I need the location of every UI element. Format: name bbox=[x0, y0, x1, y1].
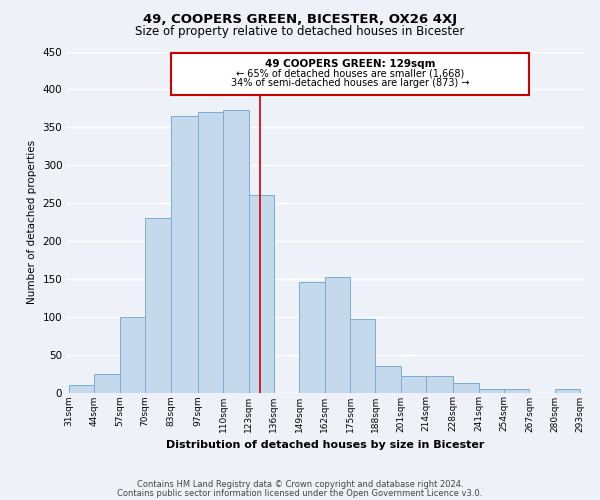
FancyBboxPatch shape bbox=[170, 53, 529, 96]
Bar bbox=[350, 319, 376, 392]
Y-axis label: Number of detached properties: Number of detached properties bbox=[27, 140, 37, 304]
Bar bbox=[299, 282, 325, 393]
Bar bbox=[401, 376, 426, 392]
Bar bbox=[479, 388, 504, 392]
Text: 34% of semi-detached houses are larger (873) →: 34% of semi-detached houses are larger (… bbox=[231, 78, 469, 88]
Text: 49, COOPERS GREEN, BICESTER, OX26 4XJ: 49, COOPERS GREEN, BICESTER, OX26 4XJ bbox=[143, 12, 457, 26]
Text: ← 65% of detached houses are smaller (1,668): ← 65% of detached houses are smaller (1,… bbox=[236, 69, 464, 79]
Bar bbox=[223, 110, 248, 393]
Bar bbox=[325, 276, 350, 392]
Bar bbox=[94, 374, 120, 392]
Text: Size of property relative to detached houses in Bicester: Size of property relative to detached ho… bbox=[136, 25, 464, 38]
Text: 49 COOPERS GREEN: 129sqm: 49 COOPERS GREEN: 129sqm bbox=[265, 59, 435, 69]
Bar bbox=[145, 218, 170, 392]
Bar bbox=[248, 196, 274, 392]
Bar bbox=[555, 390, 580, 392]
Bar bbox=[69, 385, 94, 392]
Bar bbox=[504, 388, 529, 392]
Bar bbox=[454, 384, 479, 392]
Bar bbox=[170, 116, 198, 392]
Text: Contains public sector information licensed under the Open Government Licence v3: Contains public sector information licen… bbox=[118, 488, 482, 498]
Bar bbox=[120, 316, 145, 392]
Bar bbox=[376, 366, 401, 392]
X-axis label: Distribution of detached houses by size in Bicester: Distribution of detached houses by size … bbox=[166, 440, 485, 450]
Text: Contains HM Land Registry data © Crown copyright and database right 2024.: Contains HM Land Registry data © Crown c… bbox=[137, 480, 463, 489]
Bar bbox=[198, 112, 223, 392]
Bar bbox=[426, 376, 454, 392]
